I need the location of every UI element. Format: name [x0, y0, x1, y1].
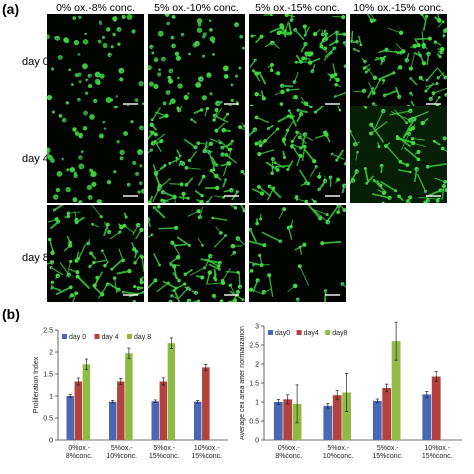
category-label: 10%conc.: [106, 453, 137, 460]
proliferation-index-chart: 0 0.5 1 1.5 2 2.5 Proliferation Index 0%ox.-8%c…: [33, 328, 228, 460]
bar-day4-3: [431, 376, 441, 440]
y-tick-label: 0.5: [249, 419, 259, 426]
legend-label: day 4: [102, 334, 119, 341]
y-axis-label: Average cell area after normalization: [240, 326, 246, 440]
y-tick-label: 0.5: [43, 416, 53, 423]
column-label-1: 0% ox.-8% conc.: [56, 2, 135, 14]
category-label: 5%ox.-: [111, 445, 133, 452]
category-label: 0%ox.-: [278, 445, 300, 452]
micrograph-r1-c4: [350, 14, 447, 111]
category-label: 15%conc.: [191, 453, 222, 460]
category-label: 15%conc.: [422, 453, 453, 460]
category-label: 5%ox.-: [327, 445, 349, 452]
column-label-4: 10% ox.-15% conc.: [353, 2, 444, 14]
row-label-day-0: day 0: [22, 56, 49, 68]
legend-swatch: [62, 334, 67, 339]
micrograph-r2-c1: [47, 106, 144, 203]
y-tick-label: 2.5: [249, 343, 259, 350]
column-label-3: 5% ox.-15% conc.: [255, 2, 340, 14]
bar-day4-1: [117, 381, 125, 440]
bar-day0-1: [109, 401, 117, 440]
category-label: 8%conc.: [66, 453, 93, 460]
legend-swatch: [325, 330, 331, 335]
category-label: 10%ox.-: [424, 445, 450, 452]
legend-label: day4: [304, 330, 319, 337]
cell-area-chart: 0 0.5 1 1.5 2 2.5 3 Average cell area after nor…: [240, 321, 462, 460]
bar-day8-1: [342, 392, 352, 440]
bar-day4-1: [332, 395, 342, 440]
bar-day4-0: [283, 399, 293, 440]
micrograph-r3-c2: [148, 205, 245, 302]
bar-day0-2: [372, 400, 382, 440]
legend-swatch: [94, 334, 100, 339]
bar-day0-2: [151, 401, 159, 440]
category-label: 10%conc.: [323, 453, 354, 460]
bar-day4-2: [159, 381, 168, 440]
bar-day0-3: [422, 394, 432, 440]
column-label-2: 5% ox.-10% conc.: [154, 2, 239, 14]
micrograph-r2-c3: [249, 106, 346, 203]
micrograph-r3-c3: [249, 205, 346, 302]
bar-day0-3: [194, 401, 202, 440]
micrograph-r1-c3: [249, 14, 346, 111]
category-label: 15%conc.: [372, 453, 403, 460]
legend-swatch: [268, 330, 273, 335]
bar-day0-1: [323, 405, 333, 440]
y-axis-label: Proliferation Index: [33, 356, 40, 413]
legend-label: day 0: [69, 334, 86, 341]
micrograph-r1-c2: [148, 14, 245, 111]
category-label: 10%ox.-: [194, 445, 220, 452]
y-tick-label: 0: [255, 438, 259, 445]
category-label: 5%ox.-: [153, 445, 175, 452]
micrograph-r2-c2: [148, 106, 245, 203]
row-label-day-8: day 8: [22, 252, 49, 264]
legend-label: day 8: [134, 334, 151, 341]
bar-day0-0: [66, 396, 74, 440]
legend-swatch: [296, 330, 302, 335]
micrograph-r1-c1: [47, 14, 144, 111]
legend-label: day0: [275, 330, 290, 337]
row-label-day-4: day 4: [22, 153, 49, 165]
category-label: 8%conc.: [275, 453, 302, 460]
panel-b-label: (b): [2, 306, 20, 322]
micrograph-r3-c1: [47, 205, 144, 302]
category-label: 15%conc.: [149, 453, 180, 460]
bar-day0-0: [273, 402, 283, 440]
y-tick-label: 1: [255, 400, 259, 407]
bar-day4-0: [74, 381, 83, 440]
bar-day8-1: [125, 353, 133, 440]
y-tick-label: 2: [49, 350, 53, 357]
y-tick-label: 0: [49, 438, 53, 445]
bar-day8-2: [167, 343, 176, 440]
bar-day8-0: [82, 364, 91, 440]
category-label: 0%ox.-: [68, 445, 90, 452]
y-tick-label: 3: [255, 324, 259, 331]
empty-cell: [350, 205, 447, 302]
bar-day4-3: [202, 367, 210, 440]
micrograph-r2-c4: [350, 106, 447, 203]
bar-day4-2: [382, 387, 392, 440]
y-tick-label: 1.5: [43, 372, 53, 379]
bar-day8-2: [391, 341, 401, 440]
legend-swatch: [127, 334, 132, 339]
y-tick-label: 2: [255, 362, 259, 369]
y-tick-label: 1.5: [249, 381, 259, 388]
legend-label: day8: [332, 330, 347, 337]
panel-a-label: (a): [2, 1, 20, 17]
category-label: 5%ox.-: [377, 445, 399, 452]
y-tick-label: 2.5: [43, 328, 53, 335]
y-tick-label: 1: [49, 394, 53, 401]
